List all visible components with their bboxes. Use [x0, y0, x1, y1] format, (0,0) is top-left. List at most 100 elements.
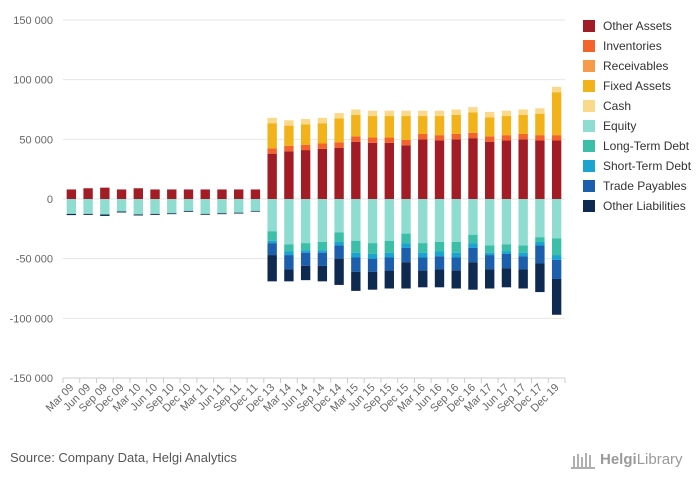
- bar-segment: [100, 199, 110, 215]
- brand-name-rest: Library: [636, 450, 683, 468]
- legend-item-fixed-assets[interactable]: Fixed Assets: [583, 76, 699, 96]
- bar-segment: [451, 241, 461, 253]
- bar-segment: [418, 270, 428, 288]
- bar-segment: [267, 243, 277, 256]
- bar-segment: [418, 110, 428, 117]
- bar-segment: [535, 135, 545, 141]
- bar-segment: [501, 135, 512, 141]
- bar-segment: [234, 212, 244, 214]
- legend-item-other-liabilities[interactable]: Other Liabilities: [583, 196, 699, 216]
- brand-name: HelgiLibrary: [600, 451, 683, 468]
- legend-swatch: [583, 200, 595, 212]
- bar-segment: [434, 269, 445, 288]
- bar-segment: [317, 265, 328, 282]
- bar-segment: [451, 270, 461, 289]
- legend-label: Trade Payables: [603, 179, 687, 193]
- bar-segment: [535, 241, 545, 246]
- bar-segment: [334, 258, 344, 285]
- y-tick-label: 50 000: [19, 134, 53, 146]
- bar-segment: [468, 132, 478, 139]
- y-tick-label: 0: [47, 194, 53, 206]
- bar-segment: [451, 257, 461, 271]
- bar-segment: [133, 214, 143, 216]
- legend-label: Receivables: [603, 59, 669, 73]
- bar-segment: [250, 199, 261, 211]
- legend-label: Short-Term Debt: [603, 159, 692, 173]
- bar-segment: [434, 241, 445, 252]
- bar-segment: [451, 114, 461, 134]
- bar-segment: [150, 213, 160, 215]
- bar-segment: [384, 142, 394, 199]
- legend-item-inventories[interactable]: Inventories: [583, 36, 699, 56]
- bar-segment: [317, 148, 328, 199]
- bar-segment: [485, 136, 495, 142]
- bar-segment: [551, 199, 562, 239]
- bar-segment: [351, 199, 361, 241]
- bar-segment: [167, 189, 177, 199]
- bar-segment: [334, 113, 344, 119]
- bar-segment: [317, 250, 328, 253]
- legend-item-trade-payables[interactable]: Trade Payables: [583, 176, 699, 196]
- legend-item-other-assets[interactable]: Other Assets: [583, 16, 699, 36]
- bar-segment: [451, 139, 461, 199]
- bar-segment: [284, 151, 294, 199]
- bar-segment: [284, 251, 294, 256]
- bar-segment: [183, 199, 194, 211]
- bar-segment: [334, 245, 344, 259]
- bar-segment: [300, 199, 311, 244]
- legend-item-cash[interactable]: Cash: [583, 96, 699, 116]
- legend-label: Cash: [603, 99, 632, 113]
- bar-segment: [351, 240, 361, 253]
- legend-item-equity[interactable]: Equity: [583, 116, 699, 136]
- legend-item-receivables[interactable]: Receivables: [583, 56, 699, 76]
- bar-segment: [167, 199, 177, 214]
- bar-segment: [418, 133, 428, 140]
- bar-segment: [317, 117, 328, 124]
- bar-segment: [200, 199, 210, 214]
- bar-segment: [468, 262, 478, 290]
- bar-segment: [551, 255, 562, 260]
- bar-segment: [267, 255, 277, 282]
- bar-segment: [250, 210, 261, 212]
- bar-segment: [501, 140, 512, 199]
- bar-segment: [267, 153, 277, 199]
- bar-segment: [83, 188, 93, 199]
- bar-segment: [551, 135, 562, 141]
- bar-segment: [401, 247, 411, 263]
- bar-segment: [384, 110, 394, 117]
- bar-segment: [367, 142, 378, 199]
- bar-segment: [518, 114, 528, 134]
- bar-segment: [451, 109, 461, 115]
- legend-item-short-term-debt[interactable]: Short-Term Debt: [583, 156, 699, 176]
- bar-segment: [200, 213, 210, 215]
- bar-segment: [183, 210, 194, 212]
- bar-segment: [367, 110, 378, 117]
- bar-segment: [468, 199, 478, 235]
- bar-segment: [183, 189, 194, 199]
- bar-segment: [535, 245, 545, 264]
- y-tick-label: -100 000: [10, 313, 53, 325]
- bar-segment: [351, 271, 361, 291]
- legend-item-long-term-debt[interactable]: Long-Term Debt: [583, 136, 699, 156]
- bar-segment: [501, 199, 512, 245]
- bar-segment: [434, 110, 445, 117]
- bar-segment: [434, 140, 445, 199]
- bar-segment: [401, 116, 411, 140]
- bar-segment: [518, 133, 528, 140]
- bar-segment: [116, 211, 127, 213]
- legend-swatch: [583, 140, 595, 152]
- bar-segment: [551, 278, 562, 315]
- bar-segment: [384, 137, 394, 143]
- bar-segment: [334, 118, 344, 143]
- bar-segment: [284, 269, 294, 282]
- bar-segment: [334, 241, 344, 246]
- bar-segment: [217, 189, 227, 199]
- legend-label: Long-Term Debt: [603, 139, 690, 153]
- bar-segment: [401, 110, 411, 117]
- bar-segment: [418, 243, 428, 253]
- bar-segment: [384, 257, 394, 271]
- bar-segment: [401, 262, 411, 289]
- legend-swatch: [583, 80, 595, 92]
- bar-segment: [351, 257, 361, 272]
- bar-segment: [167, 213, 177, 215]
